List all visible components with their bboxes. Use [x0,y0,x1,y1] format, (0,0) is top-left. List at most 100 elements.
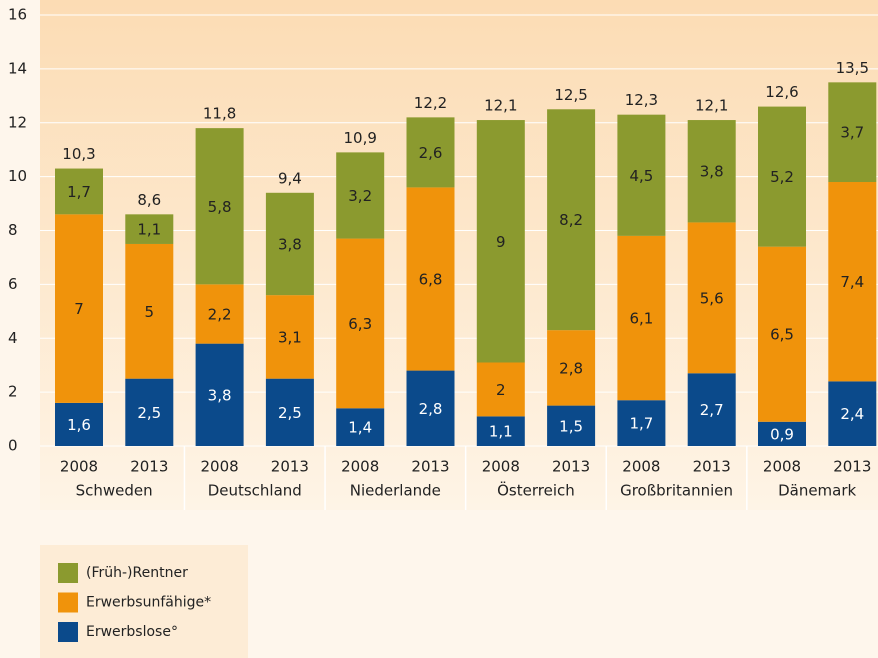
total-label: 10,3 [62,145,95,163]
bar-segment [265,192,314,296]
segment-label: 5,6 [700,289,724,307]
y-tick-label: 16 [8,6,27,24]
segment-label: 1,1 [137,221,161,239]
segment-label: 1,7 [629,415,653,433]
y-tick-label: 2 [8,383,18,401]
bar-segment [125,214,174,244]
segment-label: 6,8 [419,270,443,288]
bar-segment [687,373,736,446]
bar-segment [336,408,385,446]
bar-segment [195,343,244,446]
bar-segment [758,421,806,446]
total-label: 12,5 [554,86,587,104]
segment-label: 2,4 [840,405,864,423]
bar-segment [758,106,806,247]
bar-segment [55,402,103,446]
segment-label: 3,8 [278,235,302,253]
x-tick-label: 2013 [552,458,590,476]
total-label: 13,5 [836,59,869,77]
segment-label: 2,7 [700,401,724,419]
segment-label: 8,2 [559,211,583,229]
bar-segment [265,295,314,379]
y-tick-label: 14 [8,59,27,77]
bar-segment [406,370,455,446]
total-label: 12,1 [695,97,728,115]
total-label: 9,4 [278,169,302,187]
segment-label: 3,1 [278,328,302,346]
segment-label: 1,5 [559,417,583,435]
segment-label: 5,8 [208,198,232,216]
total-label: 10,9 [343,129,376,147]
bar-segment [476,362,525,417]
bar-segment [265,378,314,446]
segment-label: 1,1 [489,423,513,441]
bar-segment [55,214,103,403]
segment-label: 5 [145,303,155,321]
segment-label: 4,5 [629,167,653,185]
bar-segment [195,128,244,285]
legend-label: Erwerbslose° [86,624,178,640]
segment-label: 6,3 [348,315,372,333]
segment-label: 3,2 [348,187,372,205]
bar-segment [336,238,385,409]
segment-label: 3,7 [840,124,864,142]
segment-label: 7 [74,300,84,318]
total-label: 8,6 [137,191,161,209]
legend-swatch [58,622,78,642]
y-tick-label: 6 [8,275,18,293]
bar-segment [406,117,455,188]
segment-label: 1,4 [348,419,372,437]
bar-segment [547,330,596,406]
legend-label: (Früh-)Rentner [86,565,188,581]
segment-label: 6,1 [629,310,653,328]
segment-label: 2,8 [559,359,583,377]
bar-segment [828,182,877,382]
group-label: Niederlande [350,482,441,500]
x-tick-label: 2008 [341,458,379,476]
plot-background [40,0,878,510]
segment-label: 0,9 [770,425,794,443]
segment-label: 1,6 [67,416,91,434]
segment-label: 5,2 [770,168,794,186]
segment-label: 2,5 [278,404,302,422]
y-tick-label: 12 [8,113,27,131]
group-label: Großbritannien [620,482,733,500]
y-tick-label: 8 [8,221,18,239]
segment-label: 2,2 [208,306,232,324]
segment-label: 2,6 [419,144,443,162]
bar-segment [617,114,666,236]
x-tick-label: 2013 [130,458,168,476]
bar-segment [547,405,596,446]
bar-segment [758,246,806,422]
total-label: 11,8 [203,105,236,123]
bar-segment [828,82,877,183]
total-label: 12,3 [625,91,658,109]
x-tick-label: 2008 [60,458,98,476]
x-tick-label: 2013 [411,458,449,476]
bar-segment [617,400,666,446]
segment-label: 3,8 [700,163,724,181]
segment-label: 2,5 [137,404,161,422]
x-tick-label: 2008 [763,458,801,476]
segment-label: 2,8 [419,400,443,418]
x-tick-label: 2008 [622,458,660,476]
x-tick-label: 2008 [482,458,520,476]
bar-segment [336,152,385,239]
x-tick-label: 2013 [833,458,871,476]
legend-swatch [58,592,78,613]
total-label: 12,6 [765,83,798,101]
x-tick-label: 2013 [271,458,309,476]
segment-label: 6,5 [770,326,794,344]
segment-label: 1,7 [67,183,91,201]
x-tick-label: 2008 [201,458,239,476]
group-label: Schweden [76,482,153,500]
bar-segment [195,284,244,344]
legend-label: Erwerbsunfähige* [86,595,211,611]
total-label: 12,1 [484,97,517,115]
y-tick-label: 4 [8,329,18,347]
bar-segment [125,378,174,446]
y-tick-label: 10 [8,167,27,185]
segment-label: 2 [496,381,506,399]
bar-segment [828,381,877,446]
